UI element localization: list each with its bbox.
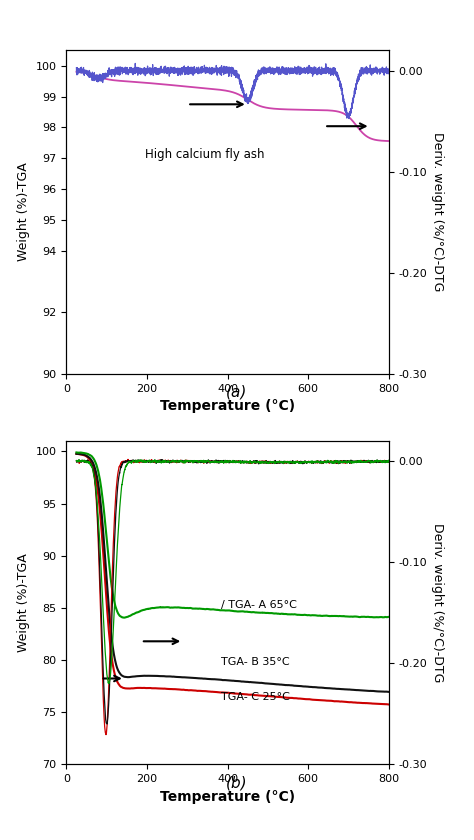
Text: TGA- B 35°C: TGA- B 35°C xyxy=(221,657,290,667)
X-axis label: Temperature (°C): Temperature (°C) xyxy=(160,399,295,413)
Y-axis label: Weight (%)-TGA: Weight (%)-TGA xyxy=(17,554,30,652)
Y-axis label: Deriv. weight (%/°C)-DTG: Deriv. weight (%/°C)-DTG xyxy=(431,523,444,682)
Text: High calcium fly ash: High calcium fly ash xyxy=(145,148,264,161)
Y-axis label: Weight (%)-TGA: Weight (%)-TGA xyxy=(17,163,30,261)
X-axis label: Temperature (°C): Temperature (°C) xyxy=(160,790,295,804)
Text: (b): (b) xyxy=(226,775,248,790)
Text: / TGA- A 65°C: / TGA- A 65°C xyxy=(221,600,297,610)
Text: TGA- C 25°C: TGA- C 25°C xyxy=(221,691,291,701)
Y-axis label: Deriv. weight (%/°C)-DTG: Deriv. weight (%/°C)-DTG xyxy=(431,133,444,291)
Text: (a): (a) xyxy=(226,385,248,400)
